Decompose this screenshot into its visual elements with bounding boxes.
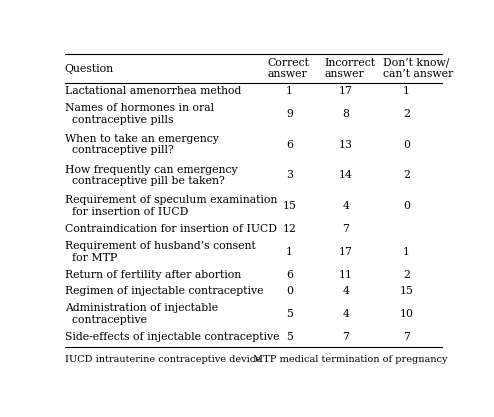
Text: When to take an emergency
  contraceptive pill?: When to take an emergency contraceptive …	[65, 134, 219, 156]
Text: Incorrect
answer: Incorrect answer	[324, 58, 375, 79]
Text: 13: 13	[339, 140, 353, 150]
Text: Administration of injectable
  contraceptive: Administration of injectable contracepti…	[65, 303, 218, 324]
Text: 15: 15	[399, 286, 413, 296]
Text: 5: 5	[286, 309, 293, 319]
Text: 0: 0	[286, 286, 293, 296]
Text: IUCD intrauterine contraceptive device: IUCD intrauterine contraceptive device	[65, 355, 261, 364]
Text: 2: 2	[403, 270, 410, 280]
Text: 17: 17	[339, 86, 353, 96]
Text: 1: 1	[403, 86, 410, 96]
Text: 7: 7	[403, 332, 410, 342]
Text: How frequently can emergency
  contraceptive pill be taken?: How frequently can emergency contracepti…	[65, 165, 238, 186]
Text: 3: 3	[286, 171, 293, 181]
Text: Return of fertility after abortion: Return of fertility after abortion	[65, 270, 241, 280]
Text: 0: 0	[403, 140, 410, 150]
Text: 2: 2	[403, 171, 410, 181]
Text: Requirement of husband’s consent
  for MTP: Requirement of husband’s consent for MTP	[65, 241, 255, 263]
Text: Requirement of speculum examination
  for insertion of IUCD: Requirement of speculum examination for …	[65, 195, 277, 217]
Text: Don’t know/
can’t answer: Don’t know/ can’t answer	[382, 58, 453, 79]
Text: Side-effects of injectable contraceptive: Side-effects of injectable contraceptive	[65, 332, 279, 342]
Text: 15: 15	[283, 201, 296, 211]
Text: 6: 6	[286, 140, 293, 150]
Text: 14: 14	[339, 171, 353, 181]
Text: 7: 7	[342, 224, 349, 234]
Text: 2: 2	[403, 109, 410, 119]
Text: 1: 1	[286, 247, 293, 257]
Text: 17: 17	[339, 247, 353, 257]
Text: Question: Question	[65, 63, 114, 73]
Text: Contraindication for insertion of IUCD: Contraindication for insertion of IUCD	[65, 224, 277, 234]
Text: 12: 12	[283, 224, 296, 234]
Text: 7: 7	[342, 332, 349, 342]
Text: 11: 11	[339, 270, 353, 280]
Text: 10: 10	[399, 309, 413, 319]
Text: Regimen of injectable contraceptive: Regimen of injectable contraceptive	[65, 286, 263, 296]
Text: 5: 5	[286, 332, 293, 342]
Text: 0: 0	[403, 201, 410, 211]
Text: 1: 1	[286, 86, 293, 96]
Text: 4: 4	[342, 286, 349, 296]
Text: 8: 8	[342, 109, 349, 119]
Text: Correct
answer: Correct answer	[268, 58, 310, 79]
Text: 4: 4	[342, 309, 349, 319]
Text: MTP medical termination of pregnancy: MTP medical termination of pregnancy	[253, 355, 448, 364]
Text: Lactational amenorrhea method: Lactational amenorrhea method	[65, 86, 241, 96]
Text: Names of hormones in oral
  contraceptive pills: Names of hormones in oral contraceptive …	[65, 103, 214, 125]
Text: 1: 1	[403, 247, 410, 257]
Text: 4: 4	[342, 201, 349, 211]
Text: 9: 9	[286, 109, 293, 119]
Text: 6: 6	[286, 270, 293, 280]
